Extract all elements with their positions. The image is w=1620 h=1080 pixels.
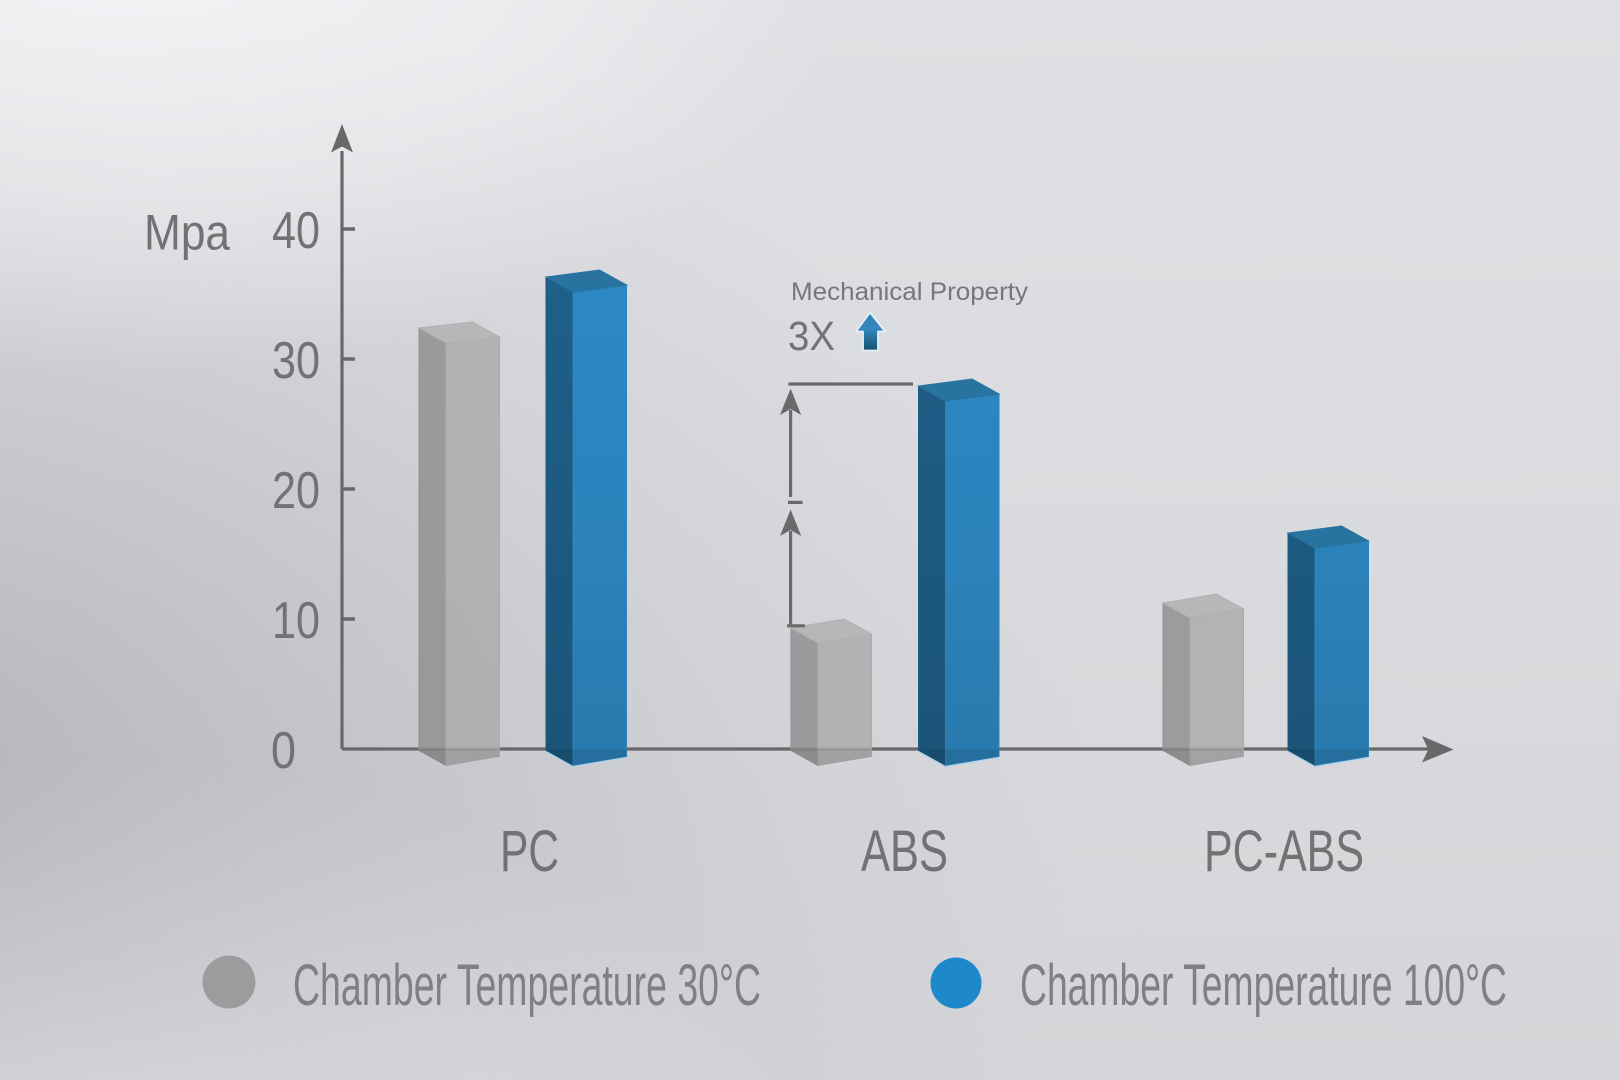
- svg-text:Chamber Temperature 100°C: Chamber Temperature 100°C: [1020, 953, 1507, 1018]
- svg-text:10: 10: [272, 592, 320, 650]
- svg-text:Mpa: Mpa: [144, 205, 230, 261]
- svg-text:40: 40: [272, 202, 320, 260]
- svg-text:Mechanical Property: Mechanical Property: [791, 278, 1029, 306]
- svg-text:PC: PC: [500, 819, 559, 884]
- svg-text:20: 20: [272, 462, 320, 520]
- svg-text:0: 0: [271, 722, 296, 780]
- svg-text:30: 30: [272, 332, 320, 390]
- svg-text:ABS: ABS: [861, 819, 948, 884]
- svg-text:PC-ABS: PC-ABS: [1204, 819, 1364, 884]
- svg-text:3X: 3X: [788, 313, 835, 359]
- svg-text:Chamber Temperature 30°C: Chamber Temperature 30°C: [293, 953, 761, 1018]
